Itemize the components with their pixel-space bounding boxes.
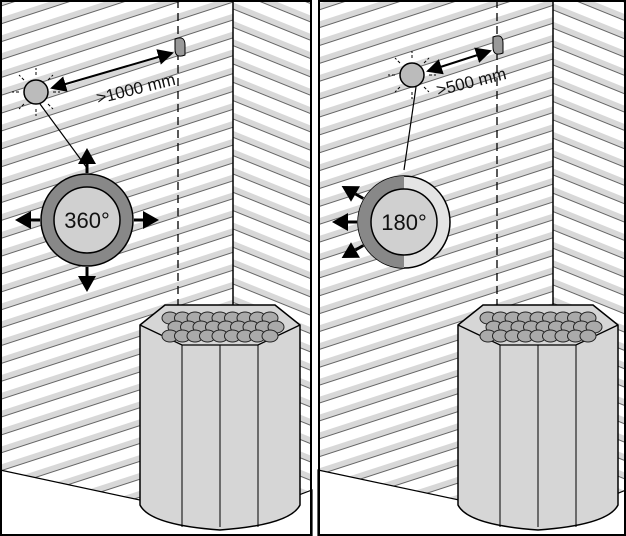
heater <box>140 305 300 530</box>
stone <box>580 330 596 342</box>
stone <box>262 330 278 342</box>
angle-label: 360° <box>64 208 110 233</box>
heater <box>458 305 618 530</box>
wall-mount <box>175 38 185 56</box>
page: >1000 mm360°>500 mm180° (() => { const d… <box>0 0 626 536</box>
diagram: >1000 mm360°>500 mm180° <box>0 0 626 536</box>
sensor <box>24 80 48 104</box>
sensor <box>400 63 424 87</box>
angle-label: 180° <box>381 210 427 235</box>
wall-mount <box>493 36 503 54</box>
